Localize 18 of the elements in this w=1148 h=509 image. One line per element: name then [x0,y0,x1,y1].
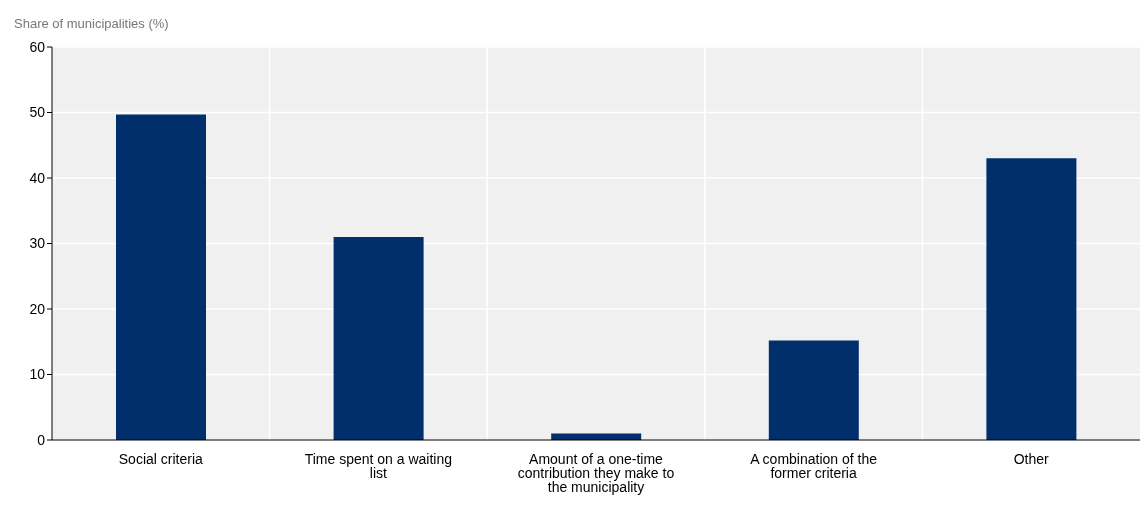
y-tick-label: 40 [29,169,46,186]
y-axis-title: Share of municipalities (%) [14,16,169,31]
bar [116,114,206,440]
x-tick-label: Other [1013,450,1050,467]
bar [333,236,424,440]
bar [986,158,1077,440]
x-tick-label: Social criteria [118,450,204,467]
y-tick-label: 10 [29,366,46,383]
x-tick-label: Amount of a one-time contribution they make to the municipality [517,450,675,495]
x-tick-label: Time spent on a waiting list [304,450,453,481]
y-tick-label: 60 [29,38,46,55]
bar [768,340,859,440]
y-tick-label: 30 [29,235,46,252]
y-tick-label: 50 [29,104,46,121]
y-tick-label: 20 [29,300,46,317]
x-tick-label: A combination of the former criteria [750,450,878,481]
bar [551,433,642,440]
y-tick-label: 0 [37,431,46,448]
